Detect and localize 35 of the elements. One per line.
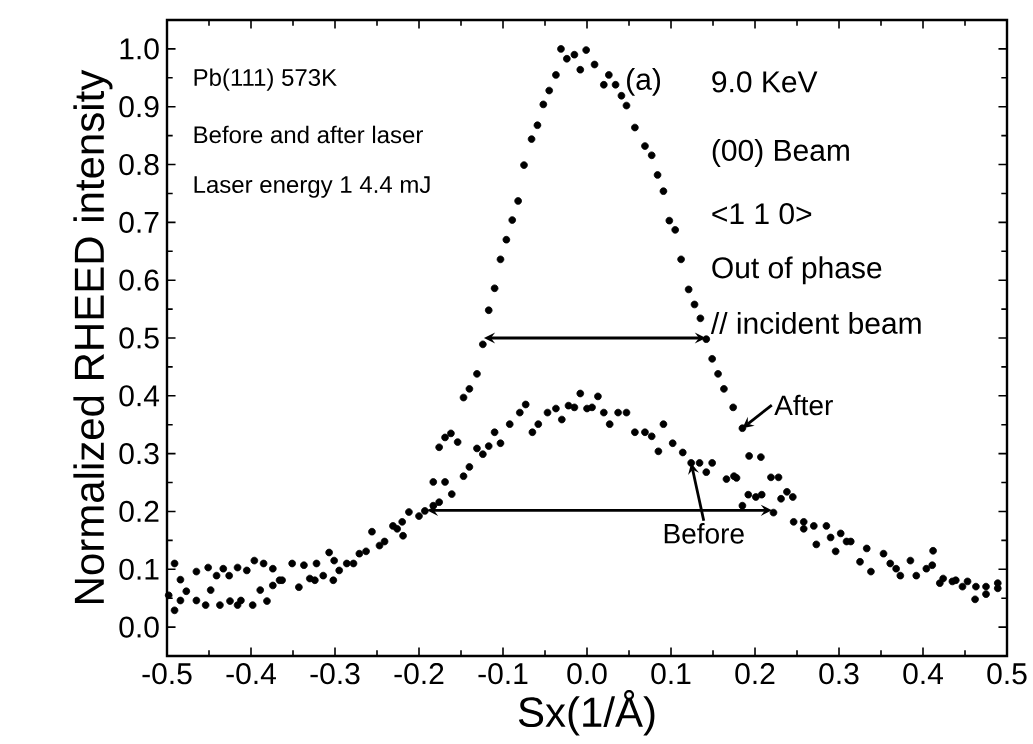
x-tick-label: 0.2 bbox=[735, 663, 775, 685]
x-tick-label: 0.0 bbox=[567, 663, 607, 685]
y-tick-label: 0.7 bbox=[119, 211, 159, 233]
x-tick-label: 0.3 bbox=[819, 663, 859, 685]
annotation: Out of phase bbox=[712, 256, 882, 285]
annotation: (a) bbox=[627, 67, 660, 96]
annotation: After bbox=[774, 394, 833, 416]
y-tick-label: 0.0 bbox=[119, 616, 159, 638]
annotation: // incident beam bbox=[710, 311, 921, 334]
x-tick-label: 0.5 bbox=[987, 663, 1027, 685]
x-tick-label: -0.4 bbox=[226, 663, 276, 685]
y-tick-label: 0.6 bbox=[119, 269, 159, 291]
x-tick-label: -0.5 bbox=[142, 663, 192, 685]
annotation: Before and after laser bbox=[194, 125, 423, 144]
y-tick-label: 0.1 bbox=[119, 558, 159, 580]
y-tick-label: 1.0 bbox=[120, 38, 159, 60]
y-tick-label: 0.8 bbox=[119, 153, 159, 176]
x-tick-label: 0.1 bbox=[651, 663, 691, 685]
annotation: 9.0 KeV bbox=[712, 71, 818, 93]
x-tick-label: 0.4 bbox=[903, 663, 943, 685]
x-tick-label: -0.3 bbox=[310, 663, 360, 685]
y-tick-label: 0.2 bbox=[119, 500, 159, 523]
annotation: Before bbox=[664, 523, 744, 544]
annotation: <1 1 0> bbox=[712, 203, 812, 225]
x-axis-title: Sx(1/Å) bbox=[518, 690, 655, 736]
y-axis-title: Normalized RHEED intensity bbox=[73, 69, 113, 603]
y-tick-label: 0.9 bbox=[119, 96, 159, 118]
y-tick-label: 0.3 bbox=[119, 443, 159, 465]
x-tick-label: -0.1 bbox=[478, 663, 528, 685]
annotation: Laser energy 1 4.4 mJ bbox=[194, 176, 430, 198]
y-tick-label: 0.4 bbox=[119, 385, 160, 407]
annotation: (00) Beam bbox=[712, 139, 849, 167]
y-tick-label: 0.5 bbox=[119, 327, 159, 349]
x-tick-label: -0.2 bbox=[394, 663, 444, 685]
annotation: Pb(111) 573K bbox=[194, 68, 337, 91]
